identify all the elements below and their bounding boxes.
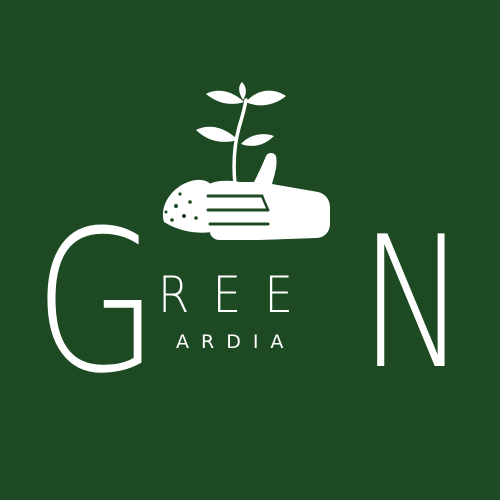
logo-subtitle: ARDIA xyxy=(176,331,296,353)
logo-letters-ree: REE xyxy=(158,266,317,324)
hand-planting-seedling-icon xyxy=(162,82,330,240)
logo-letter-n: N xyxy=(360,197,467,409)
logo-letter-g: G xyxy=(34,189,159,417)
